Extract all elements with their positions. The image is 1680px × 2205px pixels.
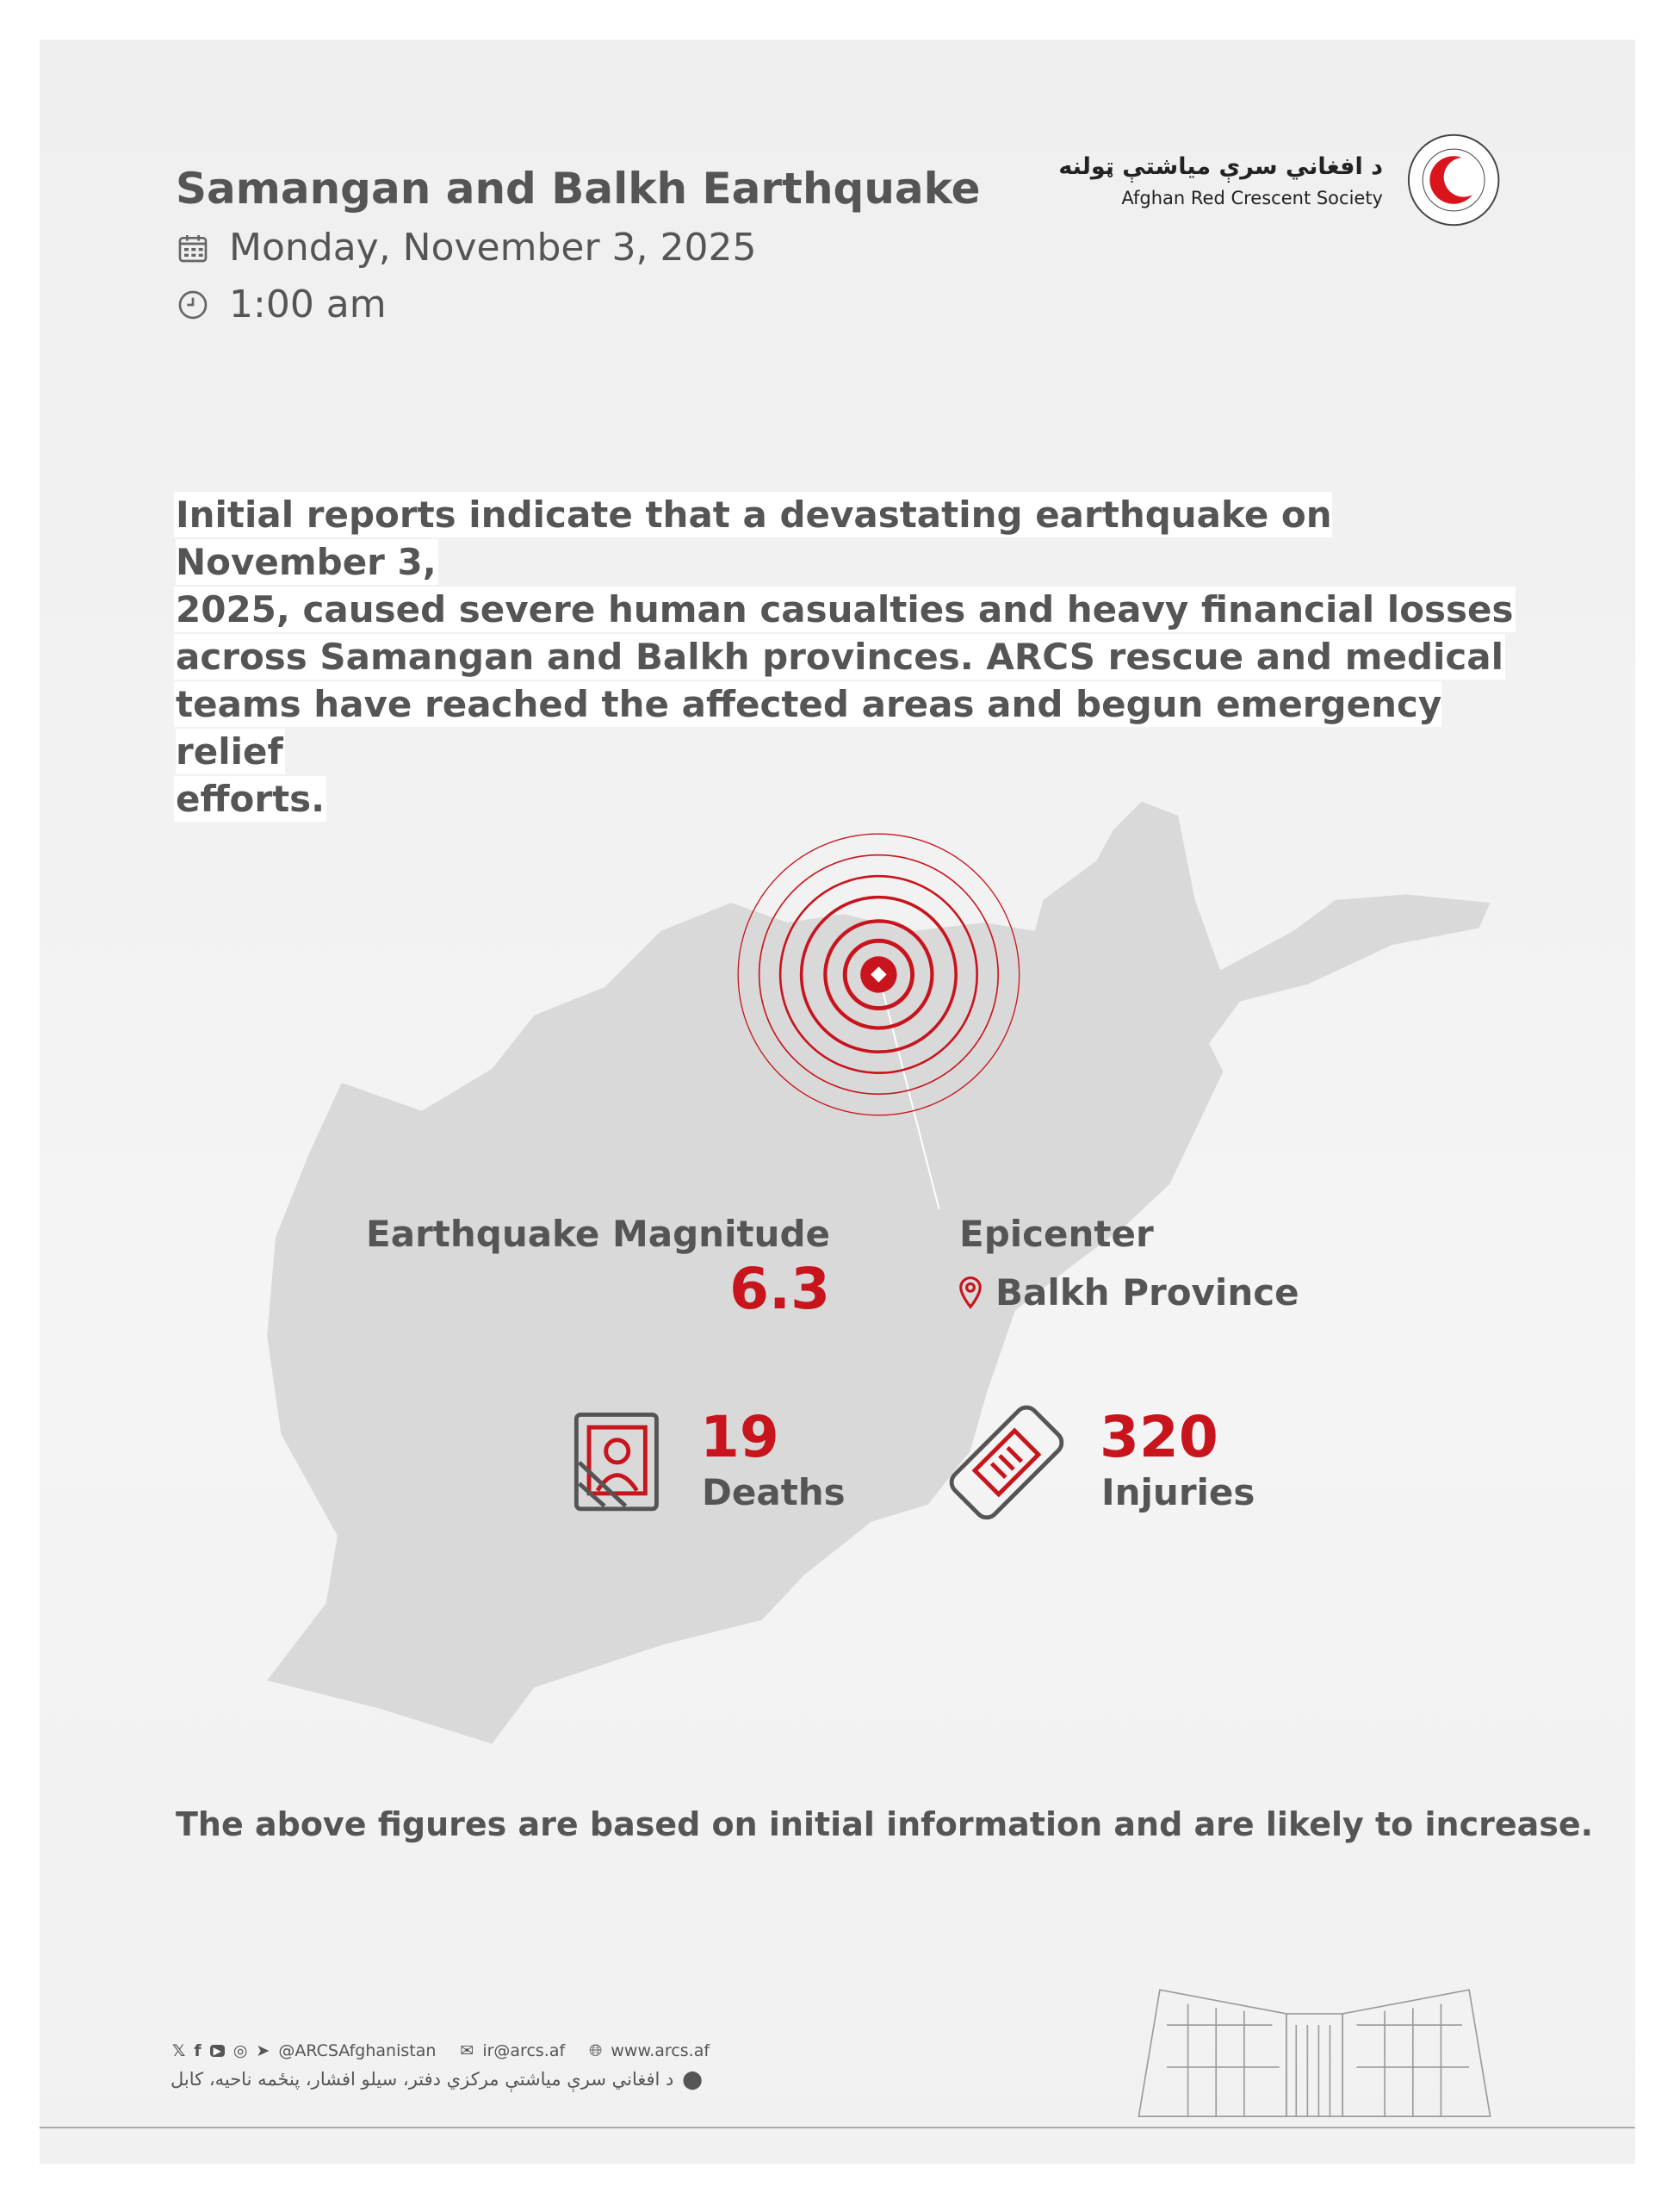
intro-line: Initial reports indicate that a devastat… [176, 494, 1332, 583]
time-text: 1:00 am [229, 283, 387, 326]
instagram-icon[interactable]: ◎ [232, 2041, 248, 2060]
globe-icon: 🌐︎ [589, 2041, 603, 2060]
intro-paragraph: Initial reports indicate that a devastat… [176, 491, 1519, 823]
magnitude-value: 6.3 [729, 1256, 830, 1322]
deaths-photo-icon [573, 1412, 659, 1512]
clock-icon [178, 290, 208, 319]
intro-line: teams have reached the affected areas an… [176, 683, 1442, 773]
telegram-icon[interactable]: ➤ [256, 2041, 270, 2060]
location-pin-icon: ⬤ [682, 2069, 703, 2090]
epicenter-label: Epicenter [959, 1213, 1154, 1255]
date-text: Monday, November 3, 2025 [229, 226, 757, 270]
injuries-count: 320 [1100, 1404, 1218, 1470]
x-icon[interactable]: 𝕏 [172, 2041, 186, 2060]
email-icon: ✉ [460, 2041, 474, 2060]
address-text: د افغاني سرې مياشتې مرکزي دفتر، سيلو افش… [170, 2069, 674, 2090]
logo-name-english: Afghan Red Crescent Society [1121, 188, 1383, 208]
bandage-icon [949, 1405, 1064, 1520]
intro-line: across Samangan and Balkh provinces. ARC… [176, 636, 1504, 678]
website-link[interactable]: www.arcs.af [611, 2041, 710, 2060]
epicenter-rings [737, 833, 1020, 1116]
epicenter-location: Balkh Province [958, 1271, 1299, 1314]
event-time: 1:00 am [176, 283, 387, 326]
arcs-emblem-logo [1407, 134, 1500, 227]
footer-address: د افغاني سرې مياشتې مرکزي دفتر، سيلو افش… [170, 2069, 703, 2090]
calendar-icon [178, 234, 208, 262]
facebook-icon[interactable]: f [194, 2041, 201, 2060]
deaths-count: 19 [700, 1404, 779, 1470]
magnitude-label: Earthquake Magnitude [366, 1213, 830, 1255]
footer-contacts: 𝕏 f ▶ ◎ ➤ @ARCSAfghanistan ✉ ir@arcs.af … [172, 2041, 710, 2060]
headquarters-building-illustration [1138, 1989, 1491, 2117]
intro-line: 2025, caused severe human casualties and… [176, 588, 1514, 630]
email-link[interactable]: ir@arcs.af [482, 2041, 566, 2060]
injuries-label: Injuries [1101, 1471, 1255, 1513]
disclaimer-note: The above figures are based on initial i… [176, 1805, 1594, 1843]
epicenter-value: Balkh Province [995, 1271, 1299, 1314]
location-pin-icon [959, 1276, 982, 1309]
page-title: Samangan and Balkh Earthquake [176, 164, 981, 214]
logo-name-pashto: د افغاني سرې مياشتې ټولنه [1058, 153, 1383, 180]
afghanistan-map [267, 801, 1491, 1744]
youtube-icon[interactable]: ▶ [209, 2045, 225, 2057]
social-handle[interactable]: @ARCSAfghanistan [278, 2041, 437, 2060]
intro-line: efforts. [176, 778, 325, 820]
event-date: Monday, November 3, 2025 [176, 226, 757, 270]
deaths-label: Deaths [702, 1471, 846, 1513]
